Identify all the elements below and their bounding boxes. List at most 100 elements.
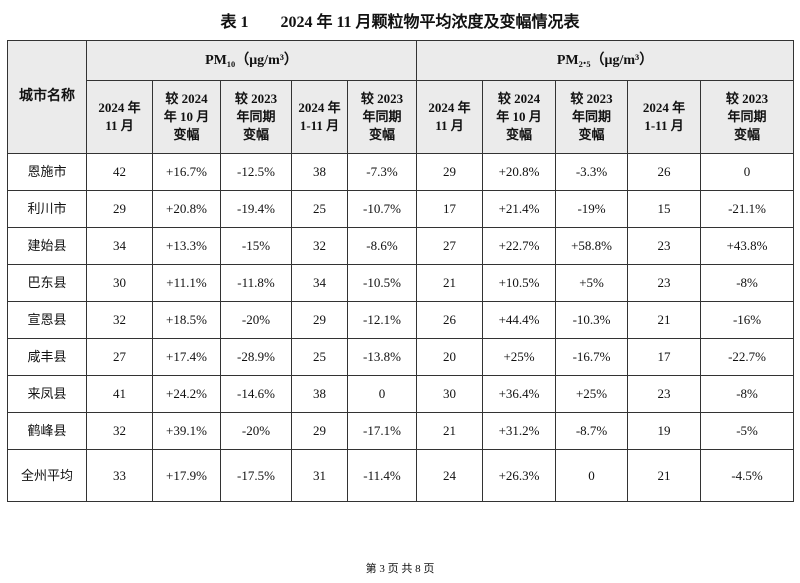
header-cell: PM₂.₅（μg/m³） xyxy=(416,40,795,81)
table-cell: +18.5% xyxy=(152,301,221,339)
table-cell: 0 xyxy=(555,449,629,502)
table-cell: -15% xyxy=(220,227,292,265)
table-cell: 25 xyxy=(291,190,348,228)
table-cell: -16% xyxy=(700,301,795,339)
table-cell: 来凤县 xyxy=(7,375,87,413)
table-cell: 恩施市 xyxy=(7,153,87,191)
table-cell: 41 xyxy=(86,375,153,413)
table-cell: 17 xyxy=(627,338,702,376)
table-row: 利川市 29 +20.8% -19.4% 25 -10.7% 17 +21.4% -19% 15-… xyxy=(7,190,795,228)
table-cell: -5% xyxy=(700,412,795,450)
header-cell: 较 2024 年 10 月 变幅 xyxy=(152,80,221,154)
table-cell: -3.3% xyxy=(555,153,629,191)
table-cell: +22.7% xyxy=(482,227,557,265)
table-cell: 17 xyxy=(416,190,484,228)
title: 表 1 2024 年 11 月颗粒物平均浓度及变幅情况表 xyxy=(220,14,580,31)
table-cell: +36.4% xyxy=(482,375,557,413)
table-cell: -8.6% xyxy=(346,227,418,265)
table-cell: 30 xyxy=(86,264,153,302)
table-cell: 23 xyxy=(627,375,702,413)
header-cell: 2024 年 1-11 月 xyxy=(627,80,702,154)
table-cell: 21 xyxy=(627,301,702,339)
table-cell: 29 xyxy=(291,301,348,339)
table-cell: +11.1% xyxy=(152,264,221,302)
table-cell: 0 xyxy=(700,153,795,191)
table-cell: -10.3% xyxy=(555,301,629,339)
table-cell: +44.4% xyxy=(482,301,557,339)
table-cell: +17.9% xyxy=(152,449,221,502)
table-cell: 29 xyxy=(86,190,153,228)
table: 城市名称 PM₁₀（μg/m³） PM₂.₅（μg/m³） 2024 年 11 月较 … xyxy=(7,40,795,502)
table-cell: -22.7% xyxy=(700,338,795,376)
table-cell: +25% xyxy=(482,338,557,376)
table-cell: 27 xyxy=(416,227,484,265)
header-cell: 较 2024 年 10 月 变幅 xyxy=(482,80,557,154)
table-row: 宣恩县 32 +18.5% -20% 29 -12.1% 26 +44.4% -10.3% 21-… xyxy=(7,301,795,339)
table-row: 来凤县 41 +24.2% -14.6% 38 0 30 +36.4% +25% 23 -8% xyxy=(7,375,795,413)
table-cell: 20 xyxy=(416,338,484,376)
table-head: 城市名称 PM₁₀（μg/m³） PM₂.₅（μg/m³） 2024 年 11 月较 … xyxy=(7,40,795,154)
table-cell: -19.4% xyxy=(220,190,292,228)
table-cell: -8% xyxy=(700,375,795,413)
table-cell: -17.1% xyxy=(346,412,418,450)
table-cell: 34 xyxy=(291,264,348,302)
table-cell: -16.7% xyxy=(555,338,629,376)
table-cell: +31.2% xyxy=(482,412,557,450)
table-cell: -8% xyxy=(700,264,795,302)
table-cell: 38 xyxy=(291,153,348,191)
table-row: 恩施市 42 +16.7% -12.5% 38 -7.3% 29 +20.8% -3.3% 26 0 xyxy=(7,153,795,191)
table-cell: +20.8% xyxy=(152,190,221,228)
header-cell: 较 2023 年同期 变幅 xyxy=(346,80,418,154)
table-cell: -20% xyxy=(220,412,292,450)
table-cell: +16.7% xyxy=(152,153,221,191)
table-cell: -10.5% xyxy=(346,264,418,302)
table-cell: 宣恩县 xyxy=(7,301,87,339)
table-cell: 32 xyxy=(291,227,348,265)
table-cell: -19% xyxy=(555,190,629,228)
header-cell: 城市名称 xyxy=(7,40,87,154)
table-cell: 26 xyxy=(627,153,702,191)
header-cell: PM₁₀（μg/m³） xyxy=(85,40,418,81)
table-cell: -13.8% xyxy=(346,338,418,376)
table-cell: +17.4% xyxy=(152,338,221,376)
table-cell: -12.1% xyxy=(346,301,418,339)
table-cell: -10.7% xyxy=(346,190,418,228)
table-body: 恩施市 42 +16.7% -12.5% 38 -7.3% 29 +20.8% -3.3% 26 0… xyxy=(7,153,795,502)
table-cell: 23 xyxy=(627,264,702,302)
table-cell: 23 xyxy=(627,227,702,265)
table-cell: 24 xyxy=(416,449,484,502)
table-cell: 27 xyxy=(86,338,153,376)
header-row: 2024 年 11 月较 2024 年 10 月 变幅较 2023 年同期 变幅… xyxy=(8,80,795,154)
table-cell: -28.9% xyxy=(220,338,292,376)
table-cell: -12.5% xyxy=(220,153,292,191)
table-cell: 21 xyxy=(416,264,484,302)
header-cell: 2024 年 11 月 xyxy=(86,80,153,154)
table-row: 咸丰县 27 +17.4% -28.9% 25 -13.8% 20 +25% -16.7% 17-… xyxy=(7,338,795,376)
table-cell: 利川市 xyxy=(7,190,87,228)
table-cell: -11.4% xyxy=(346,449,418,502)
table-row: 鹤峰县 32 +39.1% -20% 29 -17.1% 21 +31.2% -8.7% 19 -5… xyxy=(7,412,795,450)
table-cell: +24.2% xyxy=(152,375,221,413)
table-cell: 32 xyxy=(86,301,153,339)
table-cell: +20.8% xyxy=(482,153,557,191)
table-cell: 建始县 xyxy=(7,227,87,265)
table-row: 建始县 34 +13.3% -15% 32 -8.6% 27 +22.7% +58.8% 23 +4… xyxy=(7,227,795,265)
header-cell: 较 2023 年同期 变幅 xyxy=(700,80,795,154)
table-cell: +21.4% xyxy=(482,190,557,228)
table-cell: 巴东县 xyxy=(7,264,87,302)
table-cell: -17.5% xyxy=(220,449,292,502)
table-cell: 21 xyxy=(416,412,484,450)
table-cell: 26 xyxy=(416,301,484,339)
table-cell: -21.1% xyxy=(700,190,795,228)
table-cell: +25% xyxy=(555,375,629,413)
table-cell: -11.8% xyxy=(220,264,292,302)
table-cell: 咸丰县 xyxy=(7,338,87,376)
table-cell: 30 xyxy=(416,375,484,413)
table-cell: 42 xyxy=(86,153,153,191)
table-row: 巴东县 30 +11.1% -11.8% 34 -10.5% 21 +10.5% +5% 23 -8… xyxy=(7,264,795,302)
table-cell: 鹤峰县 xyxy=(7,412,87,450)
table-cell: -7.3% xyxy=(346,153,418,191)
table-cell: 32 xyxy=(86,412,153,450)
table-cell: +10.5% xyxy=(482,264,557,302)
